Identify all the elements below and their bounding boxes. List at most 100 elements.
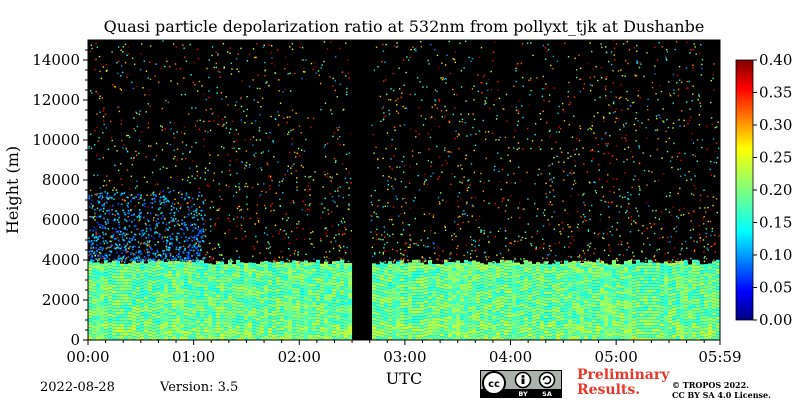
aerosol-cell [328, 332, 332, 336]
noise-point [518, 202, 521, 204]
aerosol-cell [452, 318, 456, 322]
aerosol-cell [324, 336, 328, 340]
aerosol-cell [164, 304, 168, 308]
aerosol-cell [656, 268, 660, 272]
aerosol-cell [684, 328, 688, 332]
aerosol-cell [528, 315, 532, 319]
elevated-layer-point [165, 228, 168, 230]
aerosol-cell [568, 286, 572, 290]
aerosol-cell [196, 281, 200, 285]
aerosol-cell [668, 323, 672, 327]
aerosol-cell [716, 298, 720, 302]
aerosol-cell [476, 306, 480, 310]
elevated-layer-point [160, 254, 162, 257]
aerosol-cell [372, 263, 376, 267]
aerosol-cell [252, 262, 256, 266]
elevated-layer-point [98, 223, 100, 226]
aerosol-cell [416, 289, 420, 293]
noise-point [279, 228, 282, 231]
aerosol-cell [212, 318, 216, 322]
aerosol-cell [692, 328, 696, 332]
aerosol-cell [248, 313, 252, 317]
elevated-layer-point [175, 246, 178, 249]
aerosol-cell [260, 303, 264, 307]
noise-point [300, 43, 302, 45]
aerosol-cell [308, 313, 312, 317]
aerosol-cell [168, 279, 172, 283]
aerosol-cell [528, 294, 532, 298]
aerosol-cell [264, 278, 268, 282]
aerosol-cell [208, 290, 212, 294]
aerosol-cell [232, 276, 236, 280]
elevated-layer-point [123, 211, 126, 214]
aerosol-cell [128, 320, 132, 324]
aerosol-cell [120, 281, 124, 285]
aerosol-cell [528, 270, 532, 274]
aerosol-cell [288, 295, 292, 299]
noise-point [318, 74, 321, 76]
aerosol-cell [92, 301, 96, 305]
noise-point [692, 48, 694, 51]
aerosol-cell [228, 322, 232, 326]
aerosol-cell [208, 278, 212, 282]
aerosol-cell [440, 279, 444, 283]
aerosol-cell [636, 301, 640, 305]
aerosol-cell [420, 322, 424, 326]
aerosol-cell [596, 331, 600, 335]
aerosol-cell [272, 328, 276, 332]
aerosol-cell [400, 338, 404, 340]
aerosol-cell [660, 287, 664, 291]
aerosol-cell [332, 324, 336, 328]
aerosol-cell [324, 315, 328, 319]
aerosol-cell [644, 313, 648, 317]
aerosol-cell [276, 291, 280, 295]
aerosol-cell [704, 294, 708, 298]
aerosol-cell [540, 311, 544, 315]
aerosol-cell [376, 324, 380, 328]
aerosol-cell [260, 315, 264, 319]
aerosol-cell [452, 264, 456, 268]
aerosol-cell [536, 274, 540, 278]
aerosol-cell [268, 333, 272, 337]
aerosol-cell [452, 285, 456, 289]
aerosol-cell [296, 302, 300, 306]
aerosol-cell [552, 323, 556, 327]
aerosol-cell [200, 308, 204, 312]
aerosol-cell [256, 308, 260, 312]
aerosol-cell [172, 297, 176, 301]
elevated-layer-point [185, 257, 188, 260]
aerosol-cell [412, 301, 416, 305]
aerosol-cell [168, 294, 172, 298]
noise-point [153, 216, 155, 219]
aerosol-cell [236, 307, 240, 311]
noise-point [398, 67, 400, 69]
aerosol-cell [292, 284, 296, 288]
aerosol-cell [488, 265, 492, 269]
aerosol-cell [200, 311, 204, 315]
aerosol-cell [592, 304, 596, 308]
aerosol-cell [240, 322, 244, 326]
aerosol-cell [424, 267, 428, 271]
aerosol-cell [684, 292, 688, 296]
aerosol-cell [348, 283, 352, 287]
aerosol-cell [424, 315, 428, 319]
aerosol-cell [708, 323, 712, 327]
aerosol-cell [200, 290, 204, 294]
aerosol-cell [156, 267, 160, 271]
aerosol-cell [600, 333, 604, 337]
aerosol-cell [128, 284, 132, 288]
aerosol-cell [592, 280, 596, 284]
aerosol-cell [428, 302, 432, 306]
elevated-layer-point [127, 233, 129, 235]
aerosol-cell [472, 305, 476, 309]
aerosol-cell [576, 261, 580, 265]
aerosol-cell [116, 329, 120, 333]
aerosol-cell [392, 314, 396, 318]
aerosol-cell [612, 326, 616, 330]
aerosol-cell [124, 338, 128, 340]
aerosol-cell [348, 292, 352, 296]
elevated-layer-point [168, 226, 171, 229]
aerosol-cell [568, 280, 572, 284]
aerosol-cell [708, 311, 712, 315]
aerosol-cell [224, 309, 228, 313]
